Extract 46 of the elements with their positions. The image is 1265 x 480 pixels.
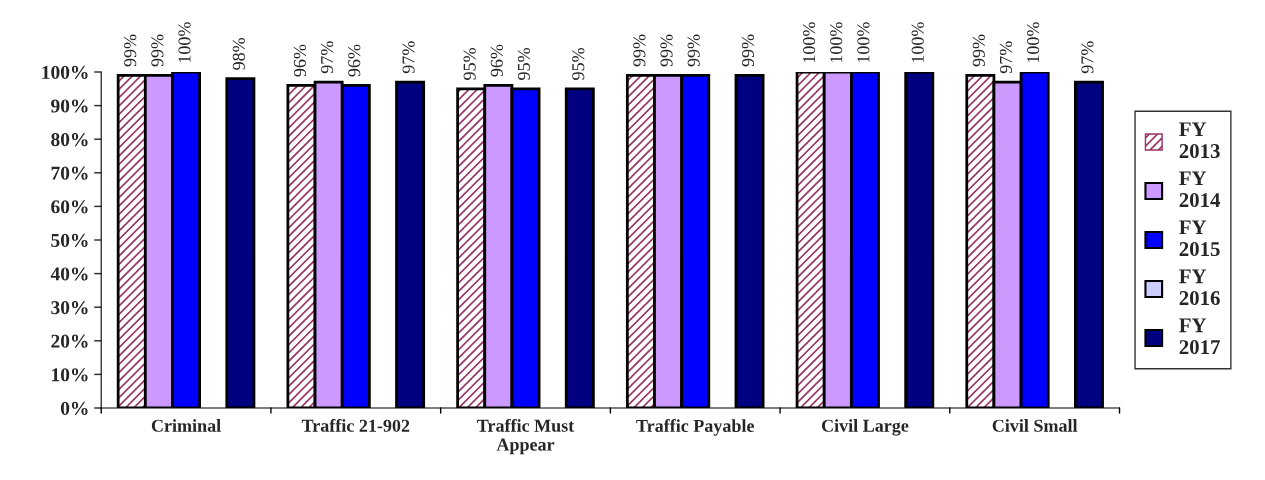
x-tick-label: Civil Small xyxy=(992,419,1078,432)
data-label: 99% xyxy=(124,34,137,67)
data-label: 99% xyxy=(660,34,673,67)
data-label: 99% xyxy=(151,34,164,67)
y-tick-label: 0% xyxy=(60,401,88,415)
legend-label: FY 2015 xyxy=(1179,220,1220,257)
y-tick-label: 100% xyxy=(42,65,88,79)
data-label: 100% xyxy=(802,22,816,63)
data-label: 97% xyxy=(999,41,1013,74)
y-tick-label: 10% xyxy=(52,368,88,382)
x-tick-label: Traffic Must Appear xyxy=(477,418,575,455)
legend-label: FY 2016 xyxy=(1179,269,1220,306)
data-label: 96% xyxy=(490,44,503,77)
data-label: 99% xyxy=(687,34,700,67)
data-label: 100% xyxy=(178,22,191,63)
data-label: 97% xyxy=(402,41,415,74)
data-label: 100% xyxy=(857,22,870,63)
data-label: 95% xyxy=(572,47,585,80)
x-tick-label: Civil Large xyxy=(821,419,909,436)
data-label: 95% xyxy=(517,47,531,80)
x-tick-label: Traffic Payable xyxy=(636,419,755,436)
data-label: 99% xyxy=(633,34,646,67)
y-tick-label: 90% xyxy=(51,99,88,113)
data-label: 99% xyxy=(741,34,755,67)
legend-label: FY 2017 xyxy=(1179,318,1220,355)
data-label: 100% xyxy=(911,22,924,63)
y-tick-label: 40% xyxy=(50,267,88,281)
data-label: 96% xyxy=(348,44,361,77)
y-tick-label: 60% xyxy=(51,200,88,214)
y-tick-label: 30% xyxy=(51,301,88,315)
y-tick-label: 50% xyxy=(51,233,88,247)
legend-label: FY 2014 xyxy=(1179,171,1221,208)
x-tick-label: Traffic 21-902 xyxy=(301,418,410,432)
y-tick-label: 80% xyxy=(51,133,88,147)
data-label: 95% xyxy=(463,47,476,80)
data-label: 98% xyxy=(232,37,245,70)
data-label: 97% xyxy=(1081,41,1094,74)
x-tick-label: Criminal xyxy=(151,419,221,432)
data-label: 96% xyxy=(293,44,307,77)
legend-label: FY 2013 xyxy=(1179,122,1220,159)
data-label: 99% xyxy=(972,34,985,67)
y-tick-label: 70% xyxy=(51,166,88,180)
data-label: 100% xyxy=(1027,22,1040,63)
y-tick-label: 20% xyxy=(51,334,88,348)
data-label: 100% xyxy=(830,22,843,63)
data-label: 97% xyxy=(320,41,334,74)
